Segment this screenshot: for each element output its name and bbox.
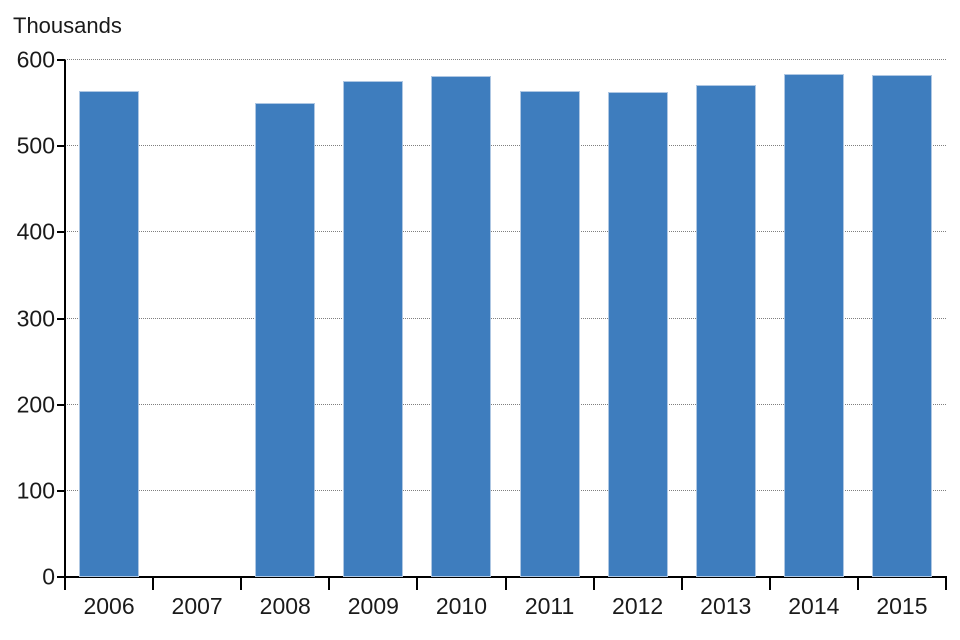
x-axis-tick [768, 577, 771, 590]
gridline-600 [65, 59, 946, 60]
y-axis-label-300: 300 [16, 305, 55, 331]
x-axis-label-2010: 2010 [435, 593, 488, 619]
x-axis-tick [240, 577, 243, 590]
y-axis-tick-100 [57, 489, 65, 492]
x-axis-label-2013: 2013 [700, 593, 752, 619]
x-axis-label-2012: 2012 [612, 593, 664, 619]
y-axis-label-400: 400 [16, 218, 55, 245]
y-axis [64, 60, 66, 577]
gridline-200 [65, 403, 946, 405]
x-axis-label-2008: 2008 [259, 593, 311, 619]
x-axis-label-2007: 2007 [171, 593, 223, 619]
x-axis-tick [945, 577, 947, 590]
gridline-400 [65, 231, 946, 233]
bar-2014 [784, 73, 844, 577]
x-axis-tick [592, 577, 595, 590]
bar-2006 [79, 91, 139, 577]
x-axis-tick [64, 577, 66, 590]
gridline-100 [65, 489, 946, 491]
gridline-300 [65, 317, 946, 319]
x-axis-label-2011: 2011 [524, 593, 575, 619]
y-axis-label-600: 600 [16, 46, 55, 73]
y-axis-unit-label: Thousands [13, 13, 122, 38]
bar-2013 [696, 84, 756, 577]
x-axis-tick [504, 577, 507, 590]
y-axis-tick-500 [57, 145, 65, 148]
x-axis-label-2006: 2006 [83, 593, 135, 619]
bar-2012 [608, 91, 668, 577]
gridline-500 [65, 145, 946, 147]
y-axis-tick-400 [57, 231, 65, 234]
y-axis-tick-300 [57, 317, 65, 320]
x-axis-label-2014: 2014 [788, 593, 840, 619]
x-axis-tick [416, 577, 419, 590]
y-axis-label-500: 500 [16, 132, 55, 159]
bar-2008 [255, 103, 315, 577]
y-axis-label-100: 100 [16, 477, 55, 504]
x-axis-tick [328, 577, 331, 590]
y-axis-label-0: 0 [42, 563, 55, 590]
y-axis-label-200: 200 [16, 391, 55, 418]
x-axis-label-2009: 2009 [347, 593, 399, 619]
x-axis-label-2015: 2015 [876, 593, 928, 619]
bar-2009 [343, 80, 403, 577]
bar-2015 [872, 74, 932, 577]
y-axis-tick-600 [57, 59, 65, 61]
y-axis-tick-0 [57, 576, 65, 578]
bar-2010 [431, 75, 491, 577]
x-axis-tick [856, 577, 859, 590]
x-axis-tick [152, 577, 155, 590]
bar-2011 [520, 91, 580, 577]
x-axis-tick [680, 577, 683, 590]
y-axis-tick-200 [57, 403, 65, 406]
